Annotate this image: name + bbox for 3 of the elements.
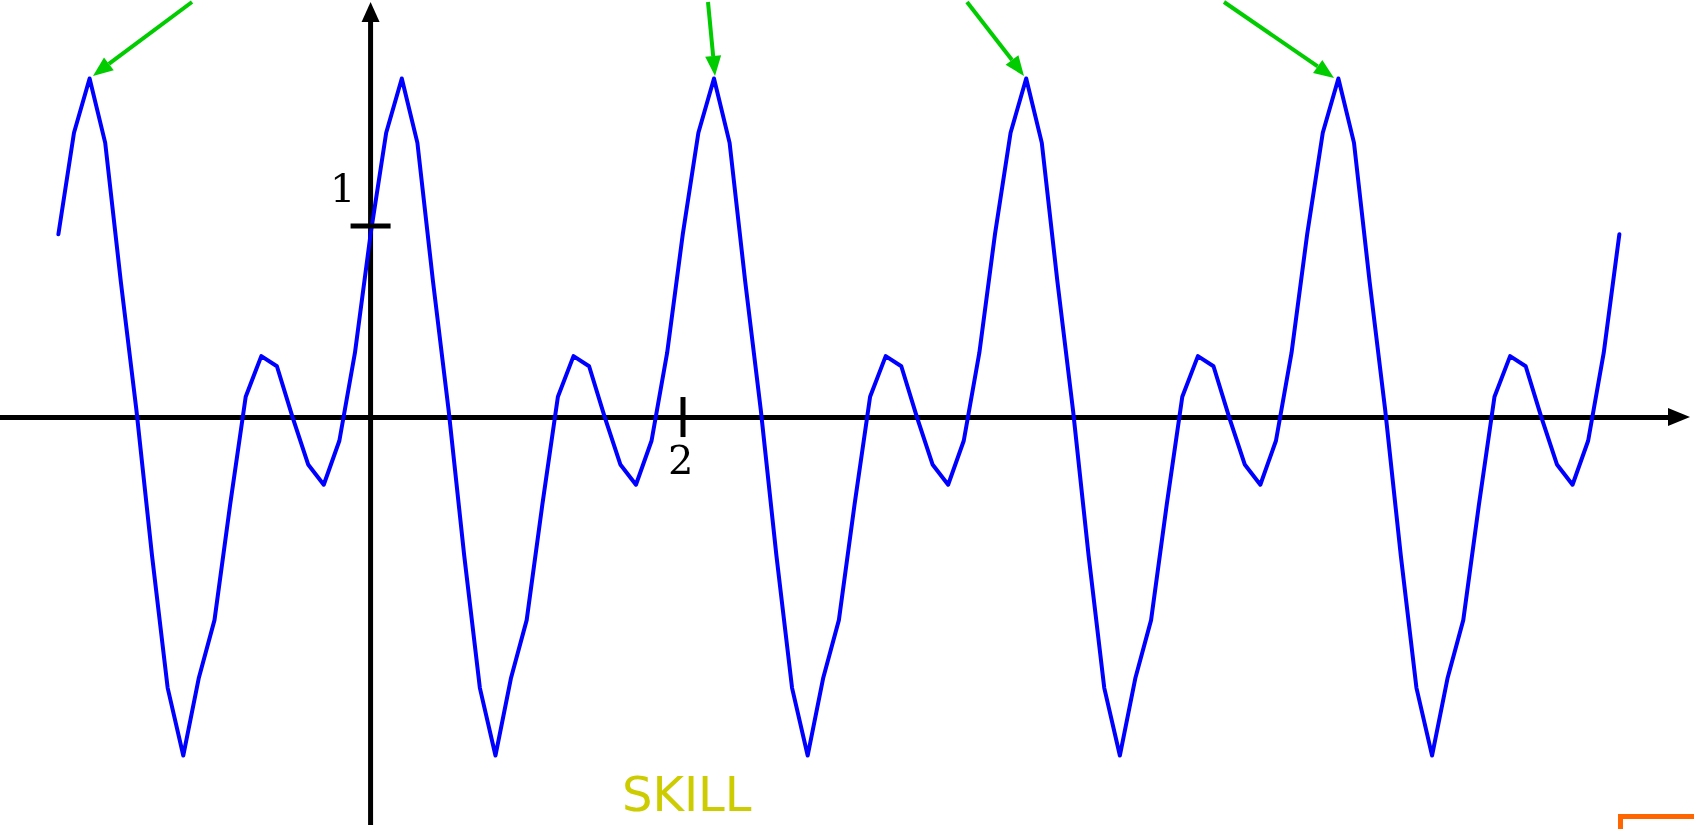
annotation: 1 [328, 165, 358, 211]
annotation: 2 [666, 437, 696, 483]
text: SKILL [621, 766, 753, 822]
